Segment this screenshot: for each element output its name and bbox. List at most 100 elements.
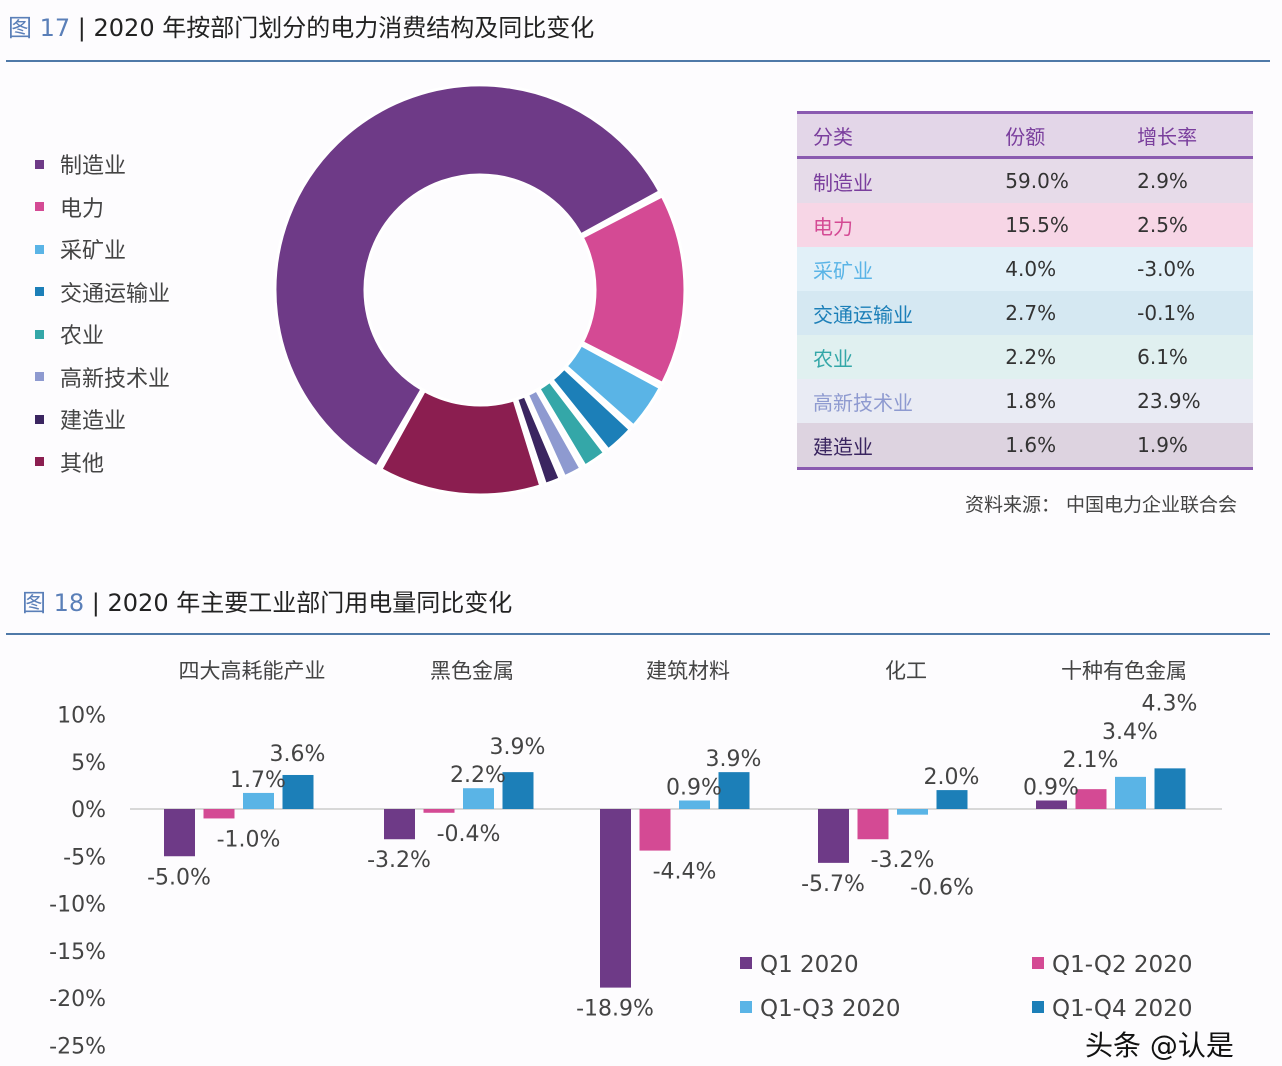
bar [857,809,889,840]
table-cell: 采矿业 [813,258,873,283]
table-cell: 1.8% [1005,389,1057,413]
donut-slice [536,379,607,469]
table-row: 建造业 1.6% 1.9% [797,423,1253,469]
bar [1154,768,1186,809]
data-label: -18.9% [576,997,654,1022]
table-cell: 交通运输业 [813,302,913,327]
data-label: 3.9% [706,747,762,772]
legend-label: 农业 [60,324,105,350]
y-tick-label: 5% [71,751,106,776]
bar [1036,800,1067,809]
donut-slice [525,388,583,479]
legend-swatch [35,414,44,424]
legend-swatch [35,244,44,254]
legend-item: 建造业 [35,398,170,441]
bar [718,772,750,809]
bar [243,792,274,809]
bar [679,800,710,809]
y-tick-label: -20% [49,987,106,1012]
fig18-title: 图 18 | 2020 年主要工业部门用电量同比变化 [22,589,513,617]
data-label: 0.9% [666,775,722,800]
legend-swatch [1032,957,1044,969]
bar [936,790,968,809]
legend-label: Q1 2020 [760,952,859,978]
table-header: 份额 [989,112,1122,159]
legend-item: 制造业 [35,143,170,186]
table-cell: 农业 [813,346,853,371]
data-label: -0.4% [437,822,501,847]
legend-item: 其他 [35,441,170,484]
table-cell: 23.9% [1137,389,1201,413]
legend-swatch [35,372,44,382]
table-cell: 建造业 [813,434,873,459]
donut-slice [514,393,563,487]
legend-swatch [35,202,44,212]
y-tick-label: -5% [63,845,106,870]
data-label: -1.0% [217,827,281,852]
donut-slice [378,388,543,497]
legend-label: Q1-Q2 2020 [1052,952,1192,978]
divider [6,60,1270,62]
legend-swatch [35,159,44,169]
bar [282,774,314,809]
legend-swatch [35,287,44,297]
share-table: 分类 份额 增长率 制造业 59.0% 2.9% 电力 15.5% 2.5% 采矿业 4.0% -3.… [797,111,1253,470]
table-cell: 59.0% [1005,169,1069,193]
fig17-title: 图 17 | 2020 年按部门划分的电力消费结构及同比变化 [8,14,595,42]
legend-label: Q1-Q3 2020 [760,996,900,1022]
table-cell: 6.1% [1137,345,1188,369]
fig17-title-text: 2020 年按部门划分的电力消费结构及同比变化 [93,14,595,42]
bar [639,809,671,851]
table-cell: 15.5% [1005,213,1069,237]
data-label: 2.0% [924,765,980,790]
bar [164,809,195,857]
data-label: 4.3% [1142,691,1198,716]
bar [1115,776,1146,809]
watermark: 头条 @认是 [1085,1029,1234,1062]
legend-label: 采矿业 [60,239,127,265]
legend-swatch [740,957,752,969]
table-cell: -3.0% [1137,257,1196,281]
y-tick-label: 0% [71,798,106,823]
data-label: 3.4% [1102,720,1158,745]
legend-swatch [35,329,44,339]
donut-slice [549,366,633,452]
donut-slice [563,342,663,428]
data-label: 1.7% [230,768,286,793]
table-cell: 2.2% [1005,345,1057,369]
y-tick-label: -15% [49,940,106,965]
bar [384,809,415,840]
fig18-title-text: 2020 年主要工业部门用电量同比变化 [107,589,513,617]
y-tick-label: -25% [49,1034,106,1059]
bar [203,809,235,819]
table-cell: 1.9% [1137,433,1188,457]
bar [897,809,928,815]
data-label: -0.6% [910,876,974,901]
legend-label: Q1-Q4 2020 [1052,996,1192,1022]
donut-legend: 制造业 电力 采矿业 交通运输业 农业 高新技术业 建造业 其他 [35,143,170,483]
data-label: -4.4% [653,860,717,885]
y-tick-label: -10% [49,893,106,918]
legend-item: 采矿业 [35,228,170,271]
table-cell: 电力 [813,214,853,239]
table-cell: 1.6% [1005,433,1057,457]
data-label: -3.2% [367,848,431,873]
category-label: 建筑材料 [646,659,730,683]
table-cell: 2.7% [1005,301,1057,325]
divider [6,633,1270,635]
y-tick-label: 10% [57,704,106,729]
table-cell: 制造业 [813,170,873,195]
legend-swatch [740,1001,752,1013]
category-label: 四大高耗能产业 [179,659,326,683]
legend-swatch [35,457,44,467]
bar [600,809,631,988]
table-header: 增长率 [1121,112,1253,159]
table-header-row: 分类 份额 增长率 [797,112,1253,159]
legend-label: 电力 [60,196,105,222]
table-cell: 高新技术业 [813,390,913,415]
legend-item: 农业 [35,313,170,356]
fig17-label: 图 17 [8,14,71,42]
fig18-label: 图 18 [22,589,85,617]
table-header: 分类 [797,112,990,159]
